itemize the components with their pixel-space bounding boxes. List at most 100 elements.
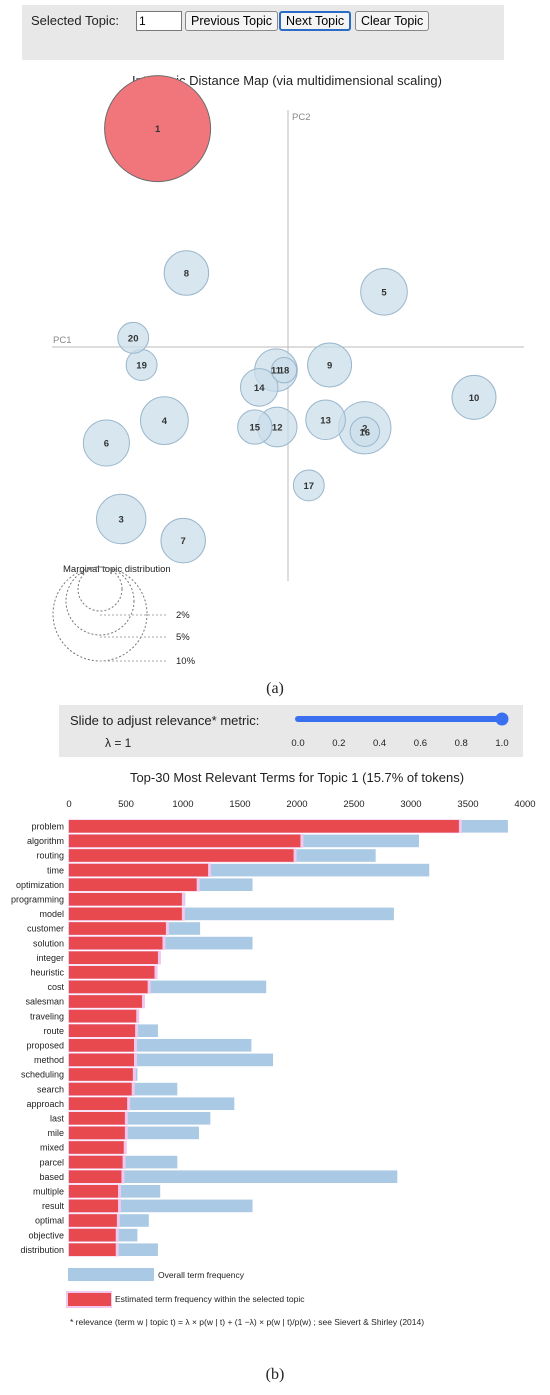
bar-estimated-optimal [69,1214,117,1227]
topic-bubble-7[interactable] [160,517,206,564]
x-tick-label: 2500 [343,799,364,810]
term-label-time[interactable]: time [47,865,64,875]
term-label-algorithm[interactable]: algorithm [27,836,64,846]
x-tick-label: 500 [118,799,134,810]
topic-label-6: 6 [104,439,109,450]
slider-tick-label: 0.2 [332,738,345,749]
term-label-solution[interactable]: solution [33,938,64,948]
selected-topic-input[interactable] [136,11,182,31]
term-label-route[interactable]: route [43,1026,64,1036]
bar-estimated-distribution [69,1243,116,1256]
next-topic-button[interactable]: Next Topic [279,11,352,31]
bar-estimated-solution [69,936,163,950]
topic-bubble-5[interactable] [360,268,408,316]
term-label-routing[interactable]: routing [36,851,64,861]
slider-tick-label: 0.6 [414,738,427,749]
term-label-based[interactable]: based [39,1172,64,1182]
term-label-model[interactable]: model [39,909,64,919]
term-label-problem[interactable]: problem [31,822,64,832]
term-label-cost[interactable]: cost [47,982,64,992]
topic-bubble-20[interactable] [117,321,150,354]
bar-estimated-objective [69,1228,116,1242]
topic-bubble-3[interactable] [96,493,147,545]
topic-label-16: 16 [360,427,371,438]
term-label-customer[interactable]: customer [27,924,64,934]
slider-tick-label: 0.0 [291,738,304,749]
bar-overall-based [69,1170,398,1183]
term-label-mile[interactable]: mile [47,1128,64,1138]
map-title: Intertopic Distance Map (via multidimens… [132,73,442,88]
term-label-scheduling[interactable]: scheduling [21,1070,64,1080]
pc2-label: PC2 [292,112,310,123]
topic-bubble-6[interactable] [82,419,130,467]
topic-label-14: 14 [254,383,265,394]
topic-bubble-4[interactable] [140,396,189,445]
previous-topic-button[interactable]: Previous Topic [185,11,279,31]
topic-bubble-18[interactable] [270,357,298,384]
topic-bubble-10[interactable] [451,374,497,420]
legend-estimated-label: Estimated term frequency within the sele… [115,1294,305,1304]
relevance-slider[interactable]: 0.0 0.2 0.4 0.6 0.8 1.0 [59,705,523,757]
topic-bubble-14[interactable] [239,368,279,407]
topic-bubble-13[interactable] [305,399,346,441]
term-label-proposed[interactable]: proposed [26,1041,64,1051]
term-label-search[interactable]: search [37,1084,64,1094]
topic-label-9: 9 [327,361,332,372]
x-tick-label: 3000 [400,799,421,810]
bar-estimated-integer [69,951,158,964]
term-label-optimization[interactable]: optimization [16,880,64,890]
bar-estimated-routing [69,849,294,862]
topic-label-3: 3 [119,515,124,526]
topic-bubble-8[interactable] [163,250,210,296]
term-label-last[interactable]: last [50,1114,65,1124]
bar-estimated-search [69,1082,132,1096]
relevant-terms-chart: Top-30 Most Relevant Terms for Topic 1 (… [11,770,536,1327]
term-label-traveling[interactable]: traveling [30,1011,64,1021]
term-label-mixed[interactable]: mixed [40,1143,64,1153]
caption-a: (a) [266,680,284,697]
topic-toolbar: Selected Topic: Previous Topic Next Topi… [22,5,504,60]
relevance-footnote: * relevance (term w | topic t) = λ × p(w… [70,1317,424,1327]
legend-label-10: 10% [176,656,196,667]
term-label-programming[interactable]: programming [11,895,64,905]
topic-bubble-15[interactable] [237,409,273,445]
pc1-label: PC1 [53,335,71,346]
topic-bubble-16[interactable] [349,416,381,448]
bar-estimated-customer [69,922,166,935]
caption-b: (b) [265,1366,285,1383]
slider-tick-label: 0.8 [455,738,468,749]
slider-thumb[interactable] [495,712,509,726]
slider-tick-label: 0.4 [373,738,386,749]
topic-bubble-1[interactable] [104,75,212,183]
bar-estimated-time [69,863,209,877]
x-tick-label: 1500 [229,799,250,810]
term-label-result[interactable]: result [42,1201,65,1211]
slider-tick-label: 1.0 [495,738,508,749]
slider-label: Slide to adjust relevance* metric: [70,713,260,728]
x-tick-label: 3500 [457,799,478,810]
topic-bubble-17[interactable] [292,469,325,502]
topic-label-13: 13 [320,415,331,426]
term-label-optimal[interactable]: optimal [35,1216,64,1226]
topic-label-12: 12 [272,423,283,434]
term-label-method[interactable]: method [34,1055,64,1065]
legend-estimated-swatch [68,1293,111,1306]
selected-topic-label: Selected Topic: [31,13,119,28]
term-label-objective[interactable]: objective [28,1230,64,1240]
clear-topic-button[interactable]: Clear Topic [355,11,430,31]
topic-bubble-9[interactable] [307,342,353,388]
bar-estimated-parcel [69,1155,123,1169]
term-label-multiple[interactable]: multiple [33,1187,64,1197]
term-label-parcel[interactable]: parcel [39,1157,64,1167]
term-label-heuristic[interactable]: heuristic [30,968,64,978]
bar-estimated-optimization [69,878,197,891]
term-label-integer[interactable]: integer [36,953,64,963]
topic-label-20: 20 [128,333,139,344]
x-tick-label: 2000 [286,799,307,810]
intertopic-distance-map: Intertopic Distance Map (via multidimens… [52,73,524,667]
term-label-approach[interactable]: approach [26,1099,64,1109]
topic-label-10: 10 [469,393,480,404]
term-label-salesman[interactable]: salesman [25,997,64,1007]
term-label-distribution[interactable]: distribution [20,1245,64,1255]
topic-label-15: 15 [250,423,261,434]
